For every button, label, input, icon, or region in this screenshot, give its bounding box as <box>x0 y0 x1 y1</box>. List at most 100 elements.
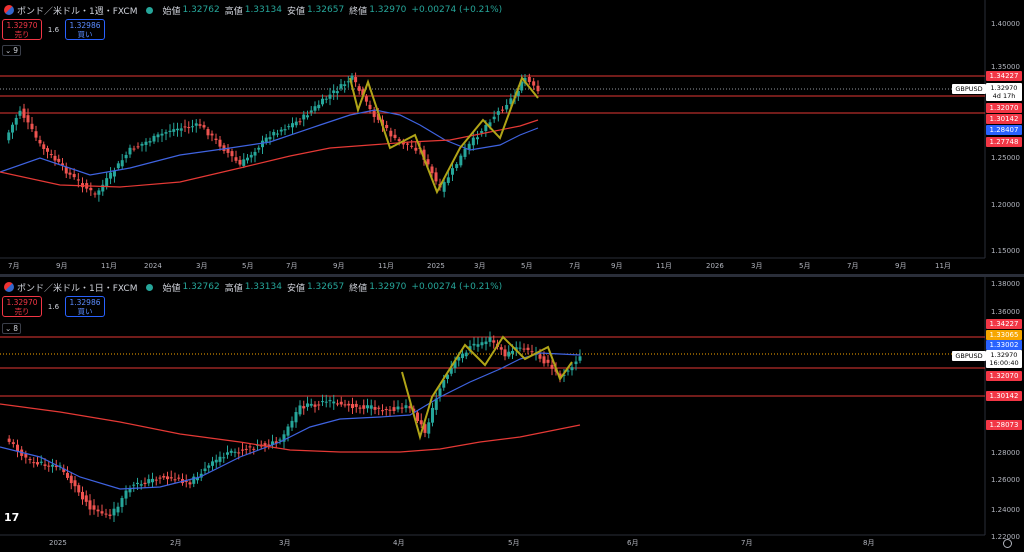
candle-body <box>22 108 26 118</box>
candle-body <box>168 130 172 132</box>
weekly-chart-pane[interactable]: ポンド／米ドル・1週・FXCM 始値 1.32762 高値 1.33134 安値 1.… <box>0 0 1024 274</box>
candle-body <box>471 137 475 146</box>
candle-body <box>422 149 426 160</box>
weekly-symbol-title[interactable]: ポンド／米ドル・1週・FXCM <box>17 6 138 17</box>
candle-body <box>419 420 423 425</box>
candle-body <box>16 444 19 452</box>
candle-body <box>242 159 246 166</box>
candle-body <box>84 495 88 502</box>
time-tick: 11月 <box>378 262 394 270</box>
candle-body <box>226 452 229 455</box>
candle-body <box>455 164 459 169</box>
buy-price: 1.32986 <box>69 298 101 307</box>
close-value: 1.32970 <box>369 5 407 15</box>
candle-body <box>446 177 450 183</box>
candle-body <box>354 77 358 83</box>
candle-body <box>96 509 100 512</box>
time-tick: 2月 <box>170 539 182 547</box>
candle-body <box>105 178 109 187</box>
time-tick: 7月 <box>8 262 20 270</box>
candle-body <box>339 401 343 405</box>
ma-price-label: 1.28073 <box>986 420 1022 430</box>
change-value: +0.00274 (+0.21%) <box>411 282 503 292</box>
candle-body <box>505 104 509 110</box>
buy-button[interactable]: 1.32986 買い <box>65 296 105 317</box>
time-tick: 3月 <box>279 539 291 547</box>
candle-body <box>233 451 237 453</box>
candle-body <box>246 157 249 161</box>
candle-body <box>438 388 442 397</box>
candle-body <box>30 123 34 130</box>
indicators-collapse-button[interactable]: ⌄ 8 <box>2 323 21 334</box>
candle-body <box>522 348 526 350</box>
time-tick: 3月 <box>474 262 486 270</box>
candle-body <box>364 96 368 102</box>
sell-label: 売り <box>14 307 30 316</box>
candle-body <box>397 139 401 142</box>
candle-body <box>335 91 339 94</box>
time-tick: 7月 <box>847 262 859 270</box>
candle-body <box>317 104 321 109</box>
candle-body <box>414 147 418 151</box>
price-tick: 1.15000 <box>991 247 1020 255</box>
candle-body <box>385 124 389 129</box>
zigzag-price-label: 1.33065 <box>986 330 1022 340</box>
candle-body <box>38 139 42 144</box>
symbol-tag: GBPUSD <box>952 84 986 94</box>
price-tick: 1.24000 <box>991 506 1020 514</box>
candle-body <box>249 154 253 158</box>
candle-body <box>148 141 152 143</box>
candle-body <box>92 505 96 510</box>
candle-body <box>81 183 84 188</box>
candle-body <box>520 81 524 91</box>
candle-body <box>39 461 43 463</box>
candle-body <box>384 409 388 411</box>
sell-button[interactable]: 1.32970 売り <box>2 296 42 317</box>
candle-body <box>268 137 272 140</box>
candle-body <box>187 127 191 129</box>
sell-button[interactable]: 1.32970 売り <box>2 19 42 40</box>
candle-body <box>116 163 120 169</box>
sell-price: 1.32970 <box>6 21 38 30</box>
candle-body <box>286 426 290 436</box>
daily-chart-pane[interactable]: ポンド／米ドル・1日・FXCM 始値 1.32762 高値 1.33134 安値 1.… <box>0 277 1024 552</box>
market-open-icon <box>146 283 154 291</box>
candle-body <box>241 449 244 451</box>
candle-body <box>279 129 283 132</box>
settings-gear-icon[interactable] <box>1003 539 1012 548</box>
tradingview-logo[interactable]: 17 <box>4 511 20 524</box>
weekly-chart-canvas[interactable] <box>0 0 1024 274</box>
candle-body <box>28 458 32 461</box>
daily-trade-buttons: 1.32970 売り 1.6 1.32986 買い <box>2 296 105 317</box>
candle-body <box>538 354 542 359</box>
candle-body <box>463 148 467 157</box>
candle-body <box>61 163 64 166</box>
candle-body <box>501 109 504 111</box>
candle-body <box>294 412 298 423</box>
candle-body <box>218 139 222 147</box>
time-tick: 5月 <box>242 262 254 270</box>
time-tick: 5月 <box>508 539 520 547</box>
candle-body <box>468 346 472 351</box>
spread-value: 1.6 <box>47 25 60 34</box>
candle-body <box>372 110 376 117</box>
candle-body <box>261 140 264 148</box>
bar-countdown: 4d 17h <box>992 92 1016 100</box>
buy-label: 買い <box>77 30 93 39</box>
pane-separator[interactable] <box>0 274 1024 277</box>
daily-chart-canvas[interactable] <box>0 277 1024 552</box>
buy-button[interactable]: 1.32986 買い <box>65 19 105 40</box>
candle-body <box>162 476 166 478</box>
sell-label: 売り <box>14 30 30 39</box>
candle-body <box>238 159 242 165</box>
daily-symbol-title[interactable]: ポンド／米ドル・1日・FXCM <box>17 283 138 294</box>
level-price-label: 1.34227 <box>986 319 1022 329</box>
candle-body <box>309 110 313 113</box>
time-tick: 11月 <box>656 262 672 270</box>
indicators-collapse-button[interactable]: ⌄ 9 <box>2 45 21 56</box>
close-label: 終値 <box>349 6 368 17</box>
time-tick: 6月 <box>627 539 639 547</box>
weekly-legend: ポンド／米ドル・1週・FXCM 始値 1.32762 高値 1.33134 安値 1.… <box>4 3 507 17</box>
candle-body <box>267 444 271 446</box>
candle-body <box>132 484 136 486</box>
